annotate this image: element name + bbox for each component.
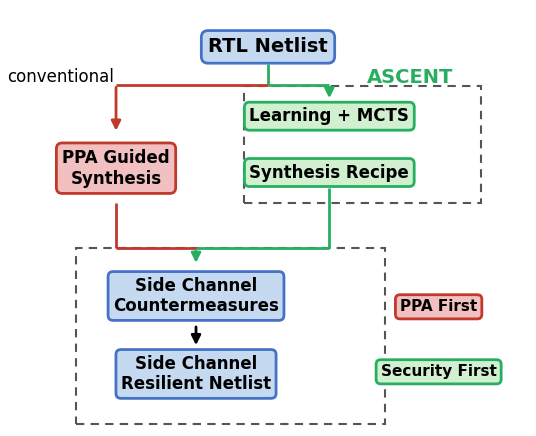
Text: PPA Guided
Synthesis: PPA Guided Synthesis [62,149,170,187]
Text: Security First: Security First [381,364,496,379]
Text: Side Channel
Countermeasures: Side Channel Countermeasures [113,276,279,315]
Text: RTL Netlist: RTL Netlist [208,37,328,56]
Text: PPA First: PPA First [400,299,477,314]
Bar [76,249,385,424]
Text: Synthesis Recipe: Synthesis Recipe [249,164,409,181]
Text: Side Channel
Resilient Netlist: Side Channel Resilient Netlist [121,354,271,393]
Bar [244,86,481,203]
Text: Learning + MCTS: Learning + MCTS [249,107,410,125]
Text: ASCENT: ASCENT [367,68,453,87]
Text: conventional: conventional [7,68,114,86]
